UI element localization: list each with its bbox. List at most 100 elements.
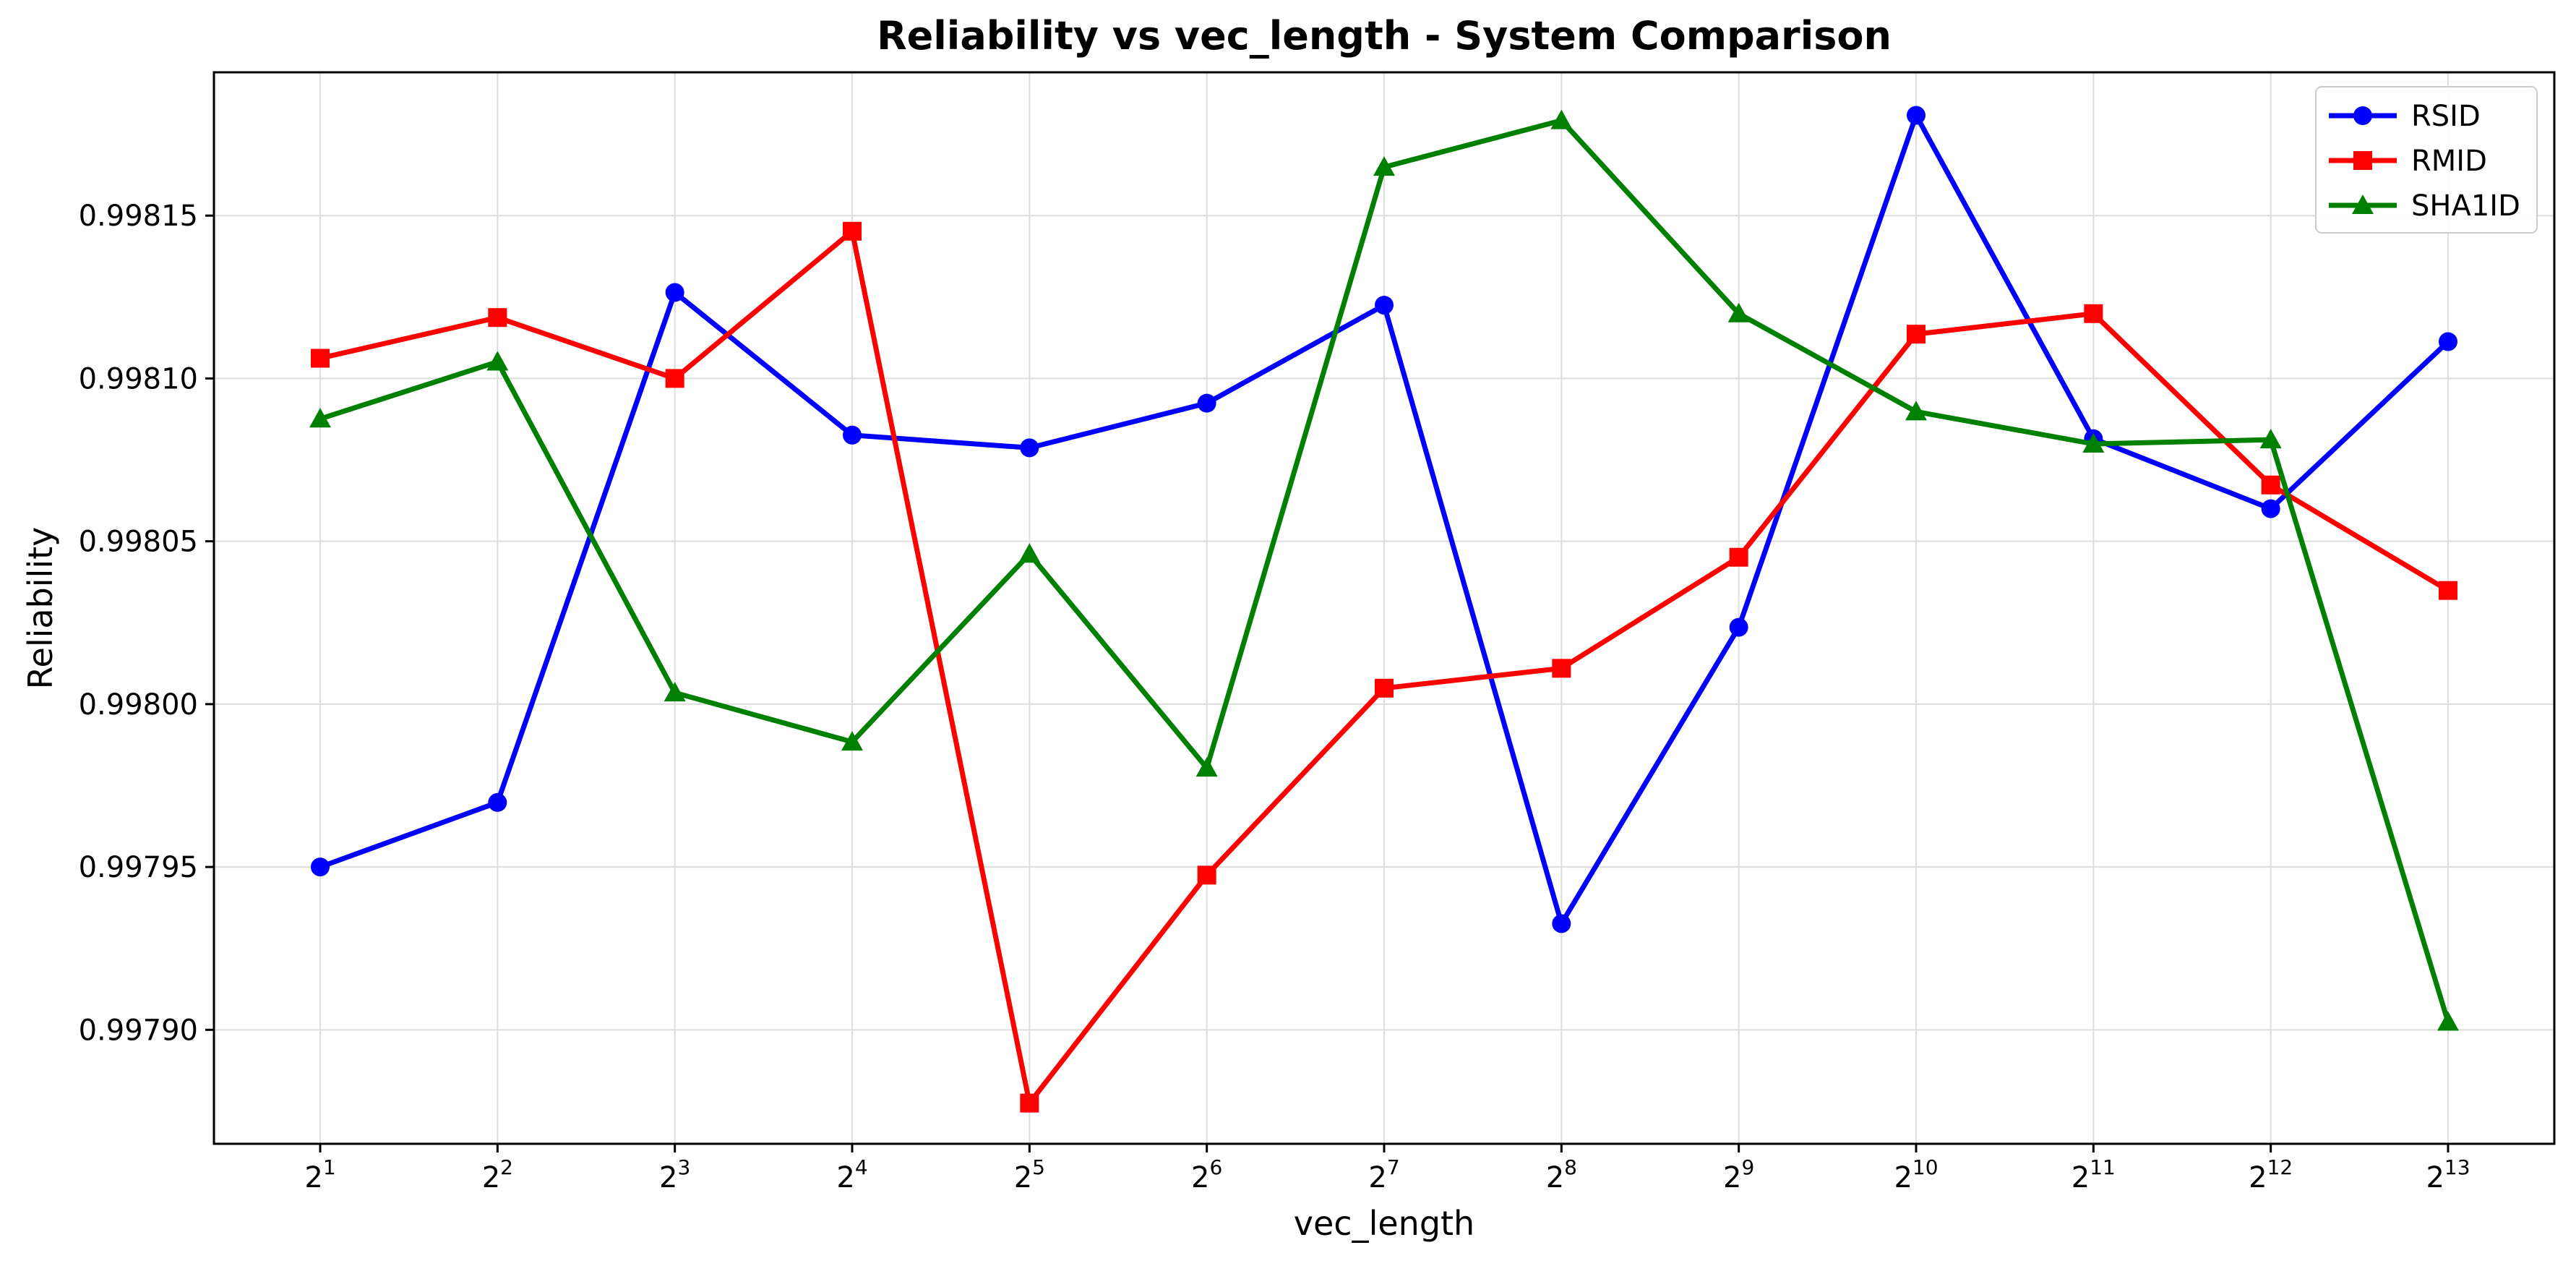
x-tick-exponent: 5 (1032, 1155, 1045, 1179)
data-point-rsid (1552, 914, 1571, 933)
x-tick-label: 25 (1014, 1155, 1045, 1194)
data-point-rsid (1375, 296, 1394, 315)
x-tick-label: 28 (1546, 1155, 1577, 1194)
data-point-rmid (1020, 1093, 1039, 1113)
x-tick-exponent: 4 (855, 1155, 868, 1179)
x-tick-exponent: 3 (677, 1155, 690, 1179)
data-point-rsid (1197, 393, 1216, 413)
x-tick-base: 2 (1894, 1161, 1912, 1194)
data-point-rsid (1729, 617, 1748, 637)
data-point-rmid (1375, 678, 1394, 698)
data-point-sha1id (2259, 429, 2282, 449)
legend-item-rsid: RSID (2329, 100, 2481, 133)
x-tick-exponent: 10 (1912, 1155, 1939, 1179)
data-point-rmid (2439, 581, 2457, 600)
data-point-rmid (843, 221, 862, 241)
legend-label-rsid: RSID (2411, 100, 2481, 133)
data-point-sha1id (2437, 1011, 2459, 1031)
data-point-sha1id (2082, 432, 2105, 453)
x-tick-base: 2 (836, 1161, 854, 1194)
x-tick-exponent: 1 (323, 1155, 336, 1179)
data-point-rmid (488, 308, 507, 328)
data-point-sha1id (1905, 401, 1927, 421)
series-rmid (311, 221, 2457, 1113)
data-point-sha1id (486, 351, 509, 371)
x-tick-base: 2 (1368, 1161, 1386, 1194)
chart-title: Reliability vs vec_length - System Compa… (877, 13, 1892, 59)
x-tick-exponent: 13 (2444, 1155, 2470, 1179)
x-tick-label: 213 (2426, 1155, 2470, 1194)
data-point-sha1id (1373, 156, 1395, 176)
data-point-rmid (1907, 325, 1925, 344)
legend-label-rmid: RMID (2411, 145, 2487, 178)
x-tick-exponent: 2 (500, 1155, 513, 1179)
data-point-rsid (2261, 499, 2280, 518)
legend-item-sha1id: SHA1ID (2329, 189, 2520, 223)
y-tick-label: 0.99810 (79, 362, 198, 395)
legend-box (2315, 86, 2538, 234)
data-point-rsid (843, 425, 862, 445)
axis-ticks: 21 22 23 24 25 26 27 28 29 210 211 212 2130.997900.9… (79, 200, 2470, 1194)
y-tick-label: 0.99790 (79, 1014, 198, 1047)
grid-lines (214, 72, 2554, 1144)
x-tick-label: 21 (304, 1155, 335, 1194)
x-tick-base: 2 (1014, 1161, 1032, 1194)
x-tick-base: 2 (304, 1161, 322, 1194)
x-tick-base: 2 (1723, 1161, 1741, 1194)
data-point-rsid (2439, 332, 2457, 351)
x-tick-base: 2 (2249, 1161, 2267, 1194)
data-point-rsid (1907, 106, 1925, 125)
x-tick-base: 2 (482, 1161, 500, 1194)
data-point-rmid (1729, 547, 1748, 567)
x-tick-exponent: 11 (2090, 1155, 2116, 1179)
data-point-rsid (311, 857, 330, 877)
x-axis-label: vec_length (1294, 1204, 1474, 1243)
x-tick-exponent: 8 (1564, 1155, 1577, 1179)
data-point-rsid (665, 283, 684, 302)
x-tick-label: 210 (1894, 1155, 1938, 1194)
y-axis-label: Reliability (21, 527, 60, 690)
y-tick-label: 0.99795 (79, 851, 198, 884)
y-tick-label: 0.99800 (79, 688, 198, 722)
data-point-sha1id (664, 682, 686, 702)
x-tick-label: 27 (1368, 1155, 1399, 1194)
x-tick-exponent: 9 (1741, 1155, 1754, 1179)
data-point-rsid (488, 792, 507, 812)
data-point-sha1id (841, 731, 863, 751)
data-point-rmid (1197, 865, 1216, 885)
data-point-sha1id (1018, 543, 1041, 563)
data-point-rsid (1020, 438, 1039, 458)
data-point-rmid (1552, 659, 1571, 678)
x-tick-base: 2 (2426, 1161, 2444, 1194)
series-layer (309, 106, 2459, 1113)
legend: RSID RMID SHA1ID (2315, 86, 2538, 234)
x-tick-base: 2 (1191, 1161, 1209, 1194)
data-point-sha1id (1195, 757, 1218, 777)
x-tick-label: 22 (482, 1155, 513, 1194)
legend-label-sha1id: SHA1ID (2411, 189, 2520, 223)
y-tick-label: 0.99815 (79, 200, 198, 233)
data-point-rmid (2084, 304, 2103, 323)
legend-item-rmid: RMID (2329, 145, 2487, 178)
x-tick-label: 26 (1191, 1155, 1222, 1194)
data-point-sha1id (1727, 302, 1750, 322)
legend-marker-rmid (2353, 151, 2372, 170)
data-point-rmid (2261, 475, 2280, 495)
x-tick-base: 2 (659, 1161, 677, 1194)
data-point-sha1id (1550, 109, 1573, 129)
series-sha1id (309, 109, 2459, 1031)
x-tick-exponent: 6 (1209, 1155, 1222, 1179)
legend-marker-sha1id (2352, 194, 2374, 214)
data-point-sha1id (309, 408, 331, 428)
x-tick-exponent: 7 (1387, 1155, 1400, 1179)
x-tick-label: 212 (2249, 1155, 2293, 1194)
data-point-rmid (665, 369, 684, 388)
x-tick-label: 23 (659, 1155, 690, 1194)
x-tick-label: 24 (836, 1155, 867, 1194)
x-tick-base: 2 (2071, 1161, 2090, 1194)
x-tick-base: 2 (1546, 1161, 1564, 1194)
x-tick-exponent: 12 (2267, 1155, 2293, 1179)
y-tick-label: 0.99805 (79, 526, 198, 559)
